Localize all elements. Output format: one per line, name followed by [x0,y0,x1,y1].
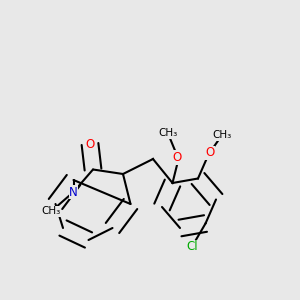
Text: O: O [85,137,94,151]
Text: Cl: Cl [186,240,198,253]
Text: O: O [172,151,182,164]
Text: O: O [206,146,214,160]
Text: N: N [69,185,78,199]
Text: CH₃: CH₃ [158,128,178,139]
Text: CH₃: CH₃ [212,130,232,140]
Text: CH₃: CH₃ [41,206,61,217]
